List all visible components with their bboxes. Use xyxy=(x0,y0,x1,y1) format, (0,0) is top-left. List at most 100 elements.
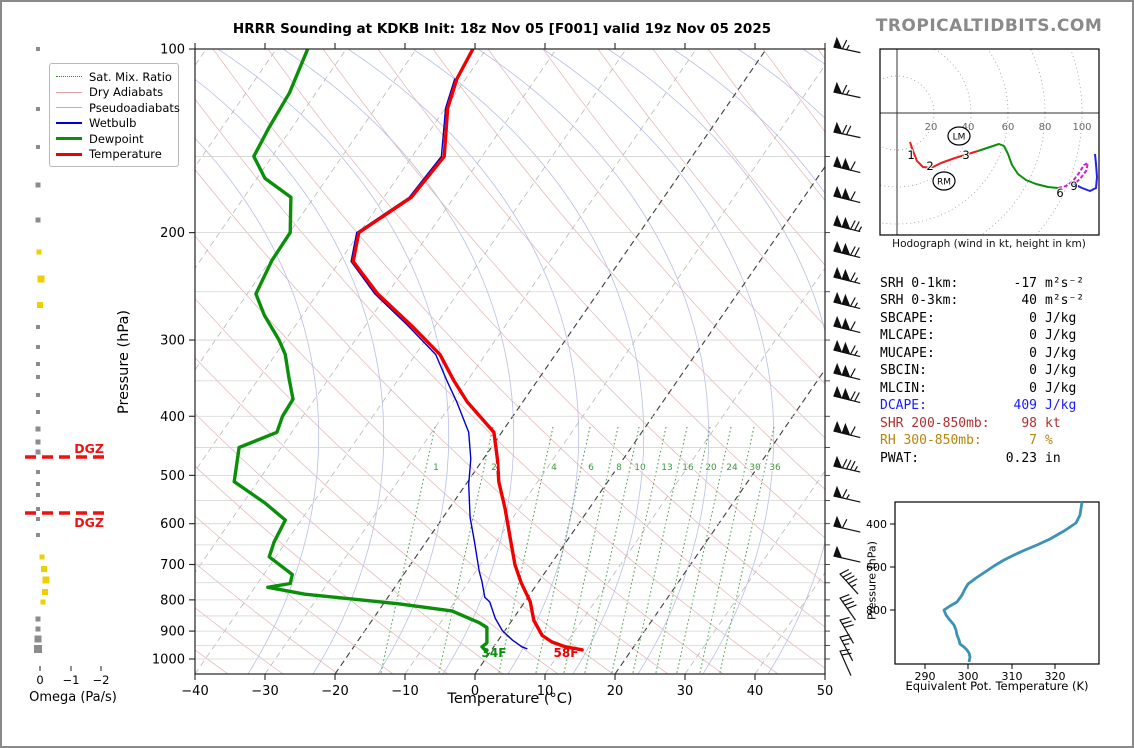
omega-marker-dgz xyxy=(40,599,46,605)
temperature-axis-title: Temperature (°C) xyxy=(447,691,573,707)
pseudoadiabat-line xyxy=(542,49,775,674)
pressure-tick-label: 300 xyxy=(160,334,185,349)
omega-marker xyxy=(36,145,40,149)
index-label: MLCAPE: xyxy=(880,328,935,344)
omega-marker xyxy=(36,470,40,474)
index-unit: in xyxy=(1045,450,1061,466)
omega-marker xyxy=(36,493,40,497)
dry-adiabat-line xyxy=(707,49,825,201)
wind-barb xyxy=(833,81,861,99)
index-value: 409 xyxy=(1013,398,1037,414)
mixing-ratio-label: 13 xyxy=(661,463,672,473)
mixing-ratio-line xyxy=(699,426,755,674)
index-value: 0 xyxy=(1029,345,1037,361)
omega-marker xyxy=(36,410,40,414)
wind-barb xyxy=(833,485,861,503)
hodograph-height-label: 9 xyxy=(1070,179,1077,193)
legend-label: Sat. Mix. Ratio xyxy=(89,69,172,84)
isotherm-line xyxy=(195,49,627,674)
storm-motion-label: LM xyxy=(953,133,966,143)
mixing-ratio-line xyxy=(584,426,640,674)
mixing-ratio-label: 1 xyxy=(433,463,439,473)
thetae-inset: 400 600 800 290 300 310 320 xyxy=(866,501,1100,683)
legend-swatch-med-line xyxy=(56,122,82,125)
index-label: PWAT: xyxy=(880,450,920,466)
dry-adiabat-line xyxy=(195,357,559,674)
pressure-tick-label: 1000 xyxy=(152,653,185,668)
temperature-tick-label: 30 xyxy=(677,684,694,699)
dry-adiabat-line xyxy=(195,98,779,674)
mixing-ratio-line xyxy=(611,426,667,674)
mixing-ratio-labels: 1 2 4 6 8 10 13 16 20 24 30 36 xyxy=(432,462,782,474)
axis-ticks xyxy=(189,43,830,680)
omega-marker xyxy=(35,217,41,223)
legend-label: Dewpoint xyxy=(89,131,144,146)
wind-barb xyxy=(839,634,854,662)
mixing-ratio-line xyxy=(438,426,494,674)
page-title: HRRR Sounding at KDKB Init: 18z Nov 05 [… xyxy=(232,21,772,37)
pressure-tick-label: 600 xyxy=(160,517,185,532)
wind-barb xyxy=(833,455,861,473)
temperature-tick-label: −10 xyxy=(391,684,418,699)
mixing-ratio-label: 16 xyxy=(682,463,694,473)
dry-adiabat-line xyxy=(195,562,339,674)
index-unit: J/kg xyxy=(1045,328,1077,344)
hodograph-border xyxy=(879,48,1100,236)
index-value: 0 xyxy=(1029,310,1037,326)
wind-barb xyxy=(839,594,857,621)
temperature-curve xyxy=(351,49,584,652)
legend-swatch-thin-line xyxy=(56,107,82,109)
wind-barb xyxy=(833,214,863,233)
index-label: RH 300-850mb: xyxy=(880,433,982,449)
omega-profile: 0 −1 −2 xyxy=(34,47,109,687)
omega-marker-dgz xyxy=(37,302,43,308)
pressure-tick-label: 500 xyxy=(160,469,185,484)
omega-marker xyxy=(35,616,41,622)
index-value: 0 xyxy=(1029,363,1037,379)
storm-motion-marker xyxy=(932,171,956,191)
omega-marker xyxy=(35,426,41,432)
omega-marker xyxy=(36,393,40,397)
wind-barb xyxy=(833,362,861,381)
wind-barb xyxy=(833,266,861,285)
mixing-ratio-line xyxy=(719,426,775,674)
dry-adiabat-line xyxy=(432,49,825,490)
omega-marker xyxy=(35,626,41,632)
mixing-ratio-label: 36 xyxy=(769,463,781,473)
index-row: PWAT: 0.23 in xyxy=(880,450,1110,467)
thetae-xtick-label: 310 xyxy=(1002,670,1023,683)
index-row: SHR 200-850mb: 98 kt xyxy=(880,415,1110,432)
dry-adiabat-line xyxy=(212,49,825,669)
wind-barb xyxy=(833,420,861,439)
omega-axis-title: Omega (Pa/s) xyxy=(29,690,117,705)
pressure-tick-label: 100 xyxy=(160,43,185,58)
thetae-border xyxy=(894,501,1100,665)
legend-item: Temperature xyxy=(56,147,172,163)
dry-adiabat-line xyxy=(195,413,504,674)
hodograph-ring-label: 80 xyxy=(1039,122,1052,133)
surface-dewpoint-label: 34F xyxy=(481,646,507,660)
wind-barb xyxy=(833,121,861,139)
wind-barb xyxy=(833,185,861,204)
hodograph-height-label: 1 xyxy=(907,148,914,162)
index-value: 0 xyxy=(1029,380,1037,396)
legend-label: Temperature xyxy=(89,147,162,162)
dry-adiabat-line xyxy=(195,169,724,674)
temperature-tick-label: 50 xyxy=(817,684,834,699)
hodograph-ring-label: 60 xyxy=(1002,122,1015,133)
legend: Sat. Mix. Ratio Dry Adiabats Pseudoadiabat… xyxy=(49,63,180,167)
index-label: DCAPE: xyxy=(880,398,927,414)
wind-barb xyxy=(833,545,861,563)
dewpoint-curve xyxy=(232,49,489,653)
hodograph-trace-3-6km xyxy=(977,143,1059,189)
index-unit: J/kg xyxy=(1045,380,1077,396)
omega-marker xyxy=(36,107,40,111)
pseudoadiabat-line xyxy=(1128,49,1134,674)
index-value: 40 xyxy=(1021,293,1037,309)
index-row: SBCAPE: 0 J/kg xyxy=(880,310,1110,327)
index-row: MLCAPE: 0 J/kg xyxy=(880,327,1110,344)
dry-adiabat-line xyxy=(195,235,669,674)
hodograph-height-label: 6 xyxy=(1056,186,1063,200)
omega-marker xyxy=(36,507,40,511)
